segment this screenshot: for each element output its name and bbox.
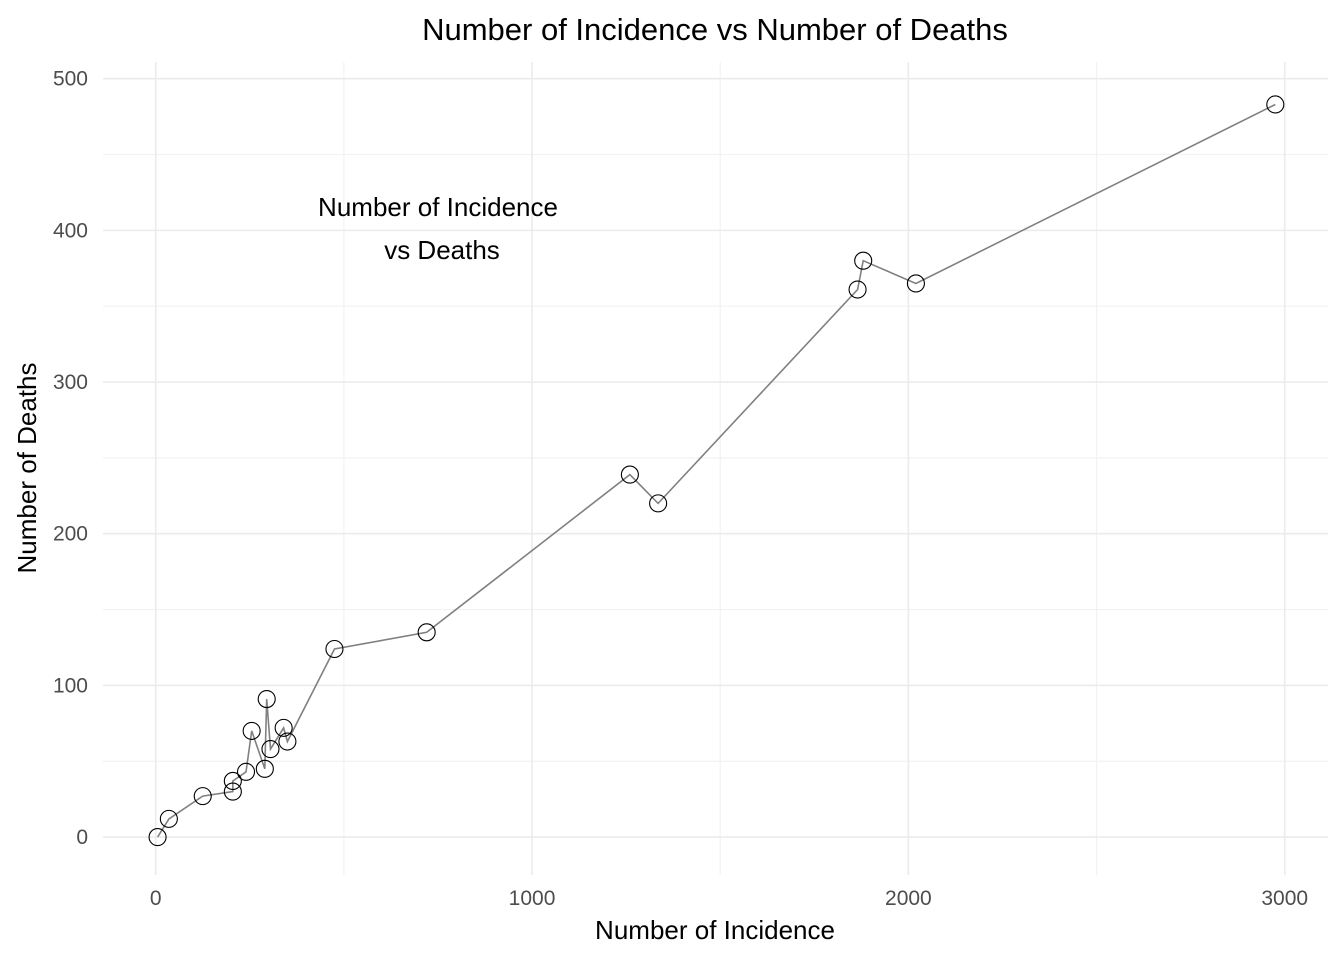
data-point: [848, 280, 867, 299]
annotation-line-2: vs Deaths: [384, 235, 500, 265]
x-tick-label: 1000: [509, 887, 556, 910]
data-point: [274, 718, 293, 737]
data-point: [257, 690, 276, 709]
data-point: [236, 762, 256, 781]
minor-gridlines: [103, 62, 1328, 875]
data-point: [417, 623, 436, 642]
y-tick-label: 400: [53, 219, 88, 242]
x-tick-labels: 0 1000 2000 3000: [150, 887, 1308, 910]
chart-title: Number of Incidence vs Number of Deaths: [422, 12, 1008, 47]
annotation-line-1: Number of Incidence: [318, 192, 558, 222]
y-tick-label: 300: [53, 371, 88, 394]
data-point: [325, 639, 344, 659]
data-point: [242, 721, 261, 740]
major-gridlines: [103, 62, 1328, 875]
y-tick-label: 500: [53, 68, 88, 91]
x-tick-label: 0: [150, 887, 162, 910]
series-layer: [148, 95, 1285, 847]
data-point: [255, 759, 274, 778]
x-tick-label: 2000: [885, 887, 932, 910]
data-point: [1266, 95, 1285, 114]
y-tick-label: 0: [76, 826, 88, 849]
y-tick-label: 200: [53, 523, 88, 546]
data-point: [906, 274, 925, 293]
y-tick-labels: 0 100 200 300 400 500: [53, 68, 88, 849]
data-point: [148, 828, 167, 847]
data-point: [223, 771, 242, 791]
data-point: [261, 740, 280, 759]
data-point: [223, 782, 242, 801]
data-point: [193, 787, 212, 806]
data-point: [854, 251, 873, 270]
data-point: [649, 494, 668, 513]
x-tick-label: 3000: [1261, 887, 1308, 910]
x-axis-title: Number of Incidence: [595, 915, 835, 945]
data-point: [159, 809, 178, 828]
data-point: [620, 465, 639, 484]
data-point: [278, 732, 297, 751]
y-axis-title: Number of Deaths: [12, 363, 42, 574]
y-tick-label: 100: [53, 674, 88, 697]
